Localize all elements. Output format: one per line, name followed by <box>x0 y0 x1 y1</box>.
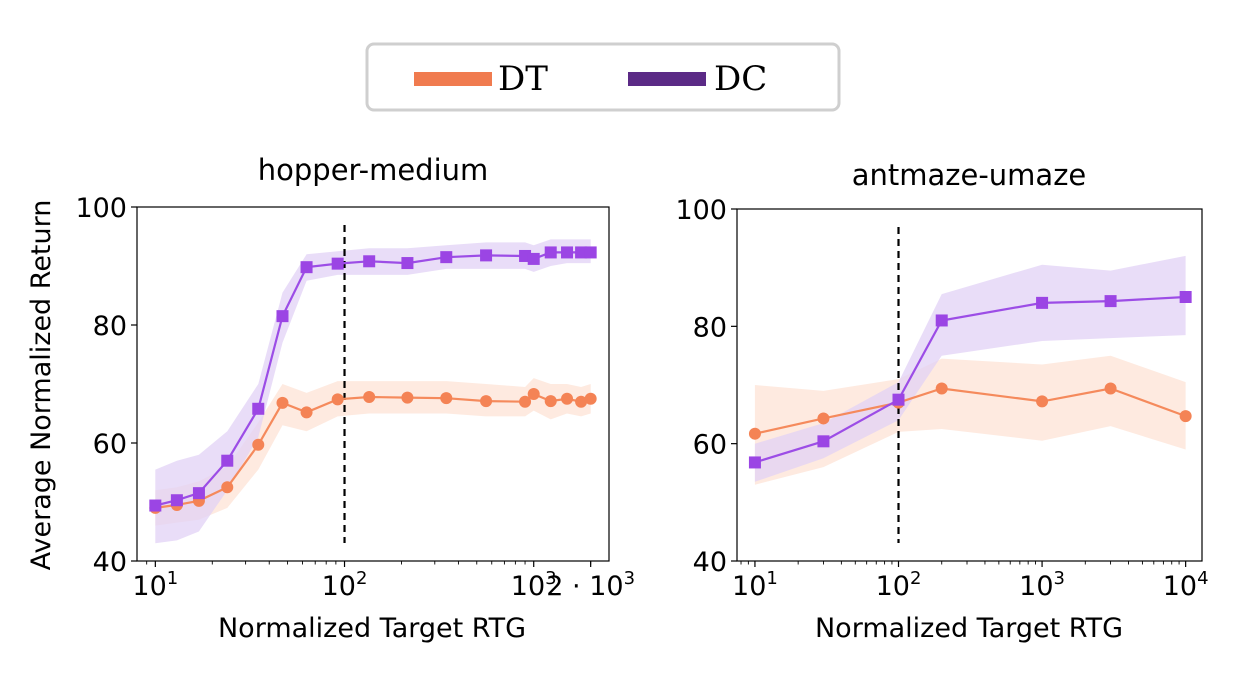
band-dc <box>155 239 591 544</box>
point-dc <box>192 487 205 500</box>
point-dt <box>276 396 289 409</box>
point-dt <box>1104 382 1117 395</box>
x-tick-label: 2 · 103 <box>546 568 635 602</box>
point-dc <box>221 454 234 467</box>
point-dc <box>363 255 376 268</box>
point-dt <box>575 395 588 408</box>
x-axis-label: Normalized Target RTG <box>815 613 1123 644</box>
chart-title: antmaze-umaze <box>852 158 1087 192</box>
x-tick-label: 103 <box>1019 568 1065 602</box>
chart-title: hopper-medium <box>258 153 489 187</box>
point-dt <box>1179 410 1192 423</box>
point-dc <box>1104 295 1117 308</box>
legend-swatch-dc <box>628 72 706 86</box>
x-axis-label: Normalized Target RTG <box>218 613 526 644</box>
point-dc <box>527 252 540 265</box>
point-dc <box>276 310 289 323</box>
point-dc <box>1179 291 1192 303</box>
y-tick-label: 60 <box>693 430 727 461</box>
x-tick-label: 101 <box>732 568 778 602</box>
point-dt <box>252 438 265 451</box>
legend: DT DC <box>365 42 841 112</box>
legend-label-dt: DT <box>498 59 548 99</box>
point-dc <box>892 393 905 406</box>
y-tick-label: 80 <box>93 311 127 342</box>
point-dt <box>584 392 597 405</box>
panel-antmaze-umaze: antmaze-umaze Normalized Target RTG 40 60… <box>675 158 1208 644</box>
legend-swatch-dt <box>414 72 492 86</box>
point-dc <box>480 249 493 262</box>
point-dc <box>149 499 162 512</box>
point-dt <box>331 393 344 406</box>
legend-frame <box>365 42 841 112</box>
y-axis-label: Average Normalized Return <box>26 200 57 571</box>
point-dc <box>440 251 453 264</box>
y-tick-label: 60 <box>93 429 127 460</box>
point-dc <box>1036 296 1049 309</box>
point-dt <box>527 388 540 401</box>
point-dt <box>561 392 574 405</box>
point-dc <box>401 257 414 270</box>
y-tick-label: 100 <box>75 193 127 224</box>
band-dt <box>155 378 591 526</box>
x-tick-label: 103 <box>511 568 557 602</box>
point-dc <box>817 435 830 448</box>
y-tick-label: 100 <box>675 195 727 226</box>
point-dc <box>331 257 344 270</box>
point-dc <box>561 246 574 259</box>
y-tick-label: 40 <box>693 547 727 578</box>
point-dt <box>480 395 493 408</box>
plot-frame <box>736 208 1203 562</box>
legend-label-dc: DC <box>714 59 767 99</box>
x-tick-label: 104 <box>1163 568 1209 602</box>
x-tick-label: 101 <box>132 568 178 602</box>
point-dt <box>300 406 313 419</box>
point-dc <box>300 261 313 274</box>
point-dc <box>170 494 183 507</box>
x-tick-label: 102 <box>322 568 368 602</box>
point-dt <box>935 382 948 395</box>
point-dt <box>817 412 830 425</box>
plot-frame <box>136 206 610 562</box>
panel-hopper-medium: hopper-medium Average Normalized Return … <box>26 153 635 644</box>
x-tick-label: 102 <box>876 568 922 602</box>
point-dt <box>221 481 234 494</box>
point-dt <box>544 395 557 408</box>
point-dt <box>748 427 761 440</box>
band-dt <box>754 355 1186 485</box>
series-line-dc <box>155 251 591 507</box>
point-dc <box>575 246 588 259</box>
y-tick-label: 80 <box>693 312 727 343</box>
point-dc <box>544 246 557 259</box>
point-dc <box>935 314 948 327</box>
point-dc <box>584 246 597 259</box>
point-dc <box>252 402 265 415</box>
point-dc <box>748 456 761 469</box>
y-tick-label: 40 <box>93 547 127 578</box>
point-dt <box>1036 395 1049 408</box>
point-dt <box>363 390 376 403</box>
point-dt <box>440 392 453 405</box>
band-dc <box>754 255 1186 482</box>
point-dt <box>401 391 414 404</box>
point-dt <box>519 395 532 408</box>
